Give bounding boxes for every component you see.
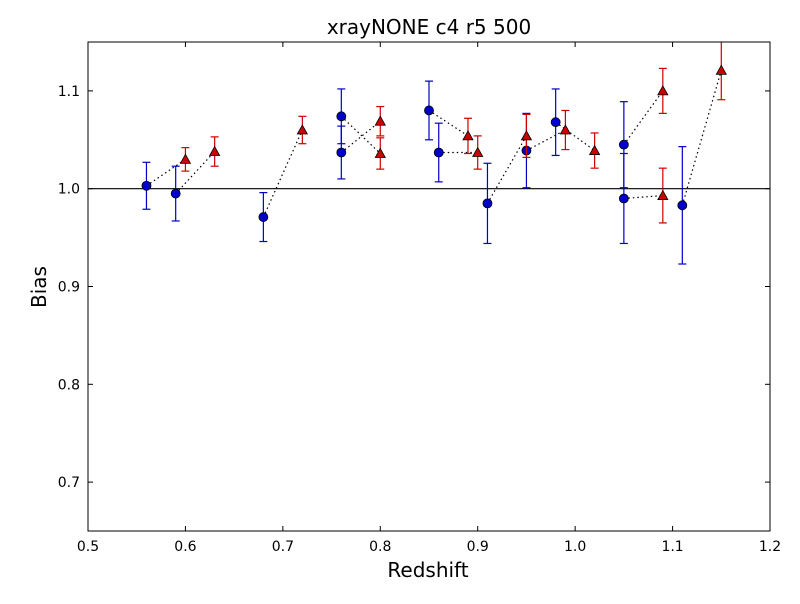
connector-line: [623, 194, 663, 200]
chart-title: xrayNONE c4 r5 500: [327, 15, 531, 39]
plot-area: 0.5 0.6 0.7 0.8 0.9 1.0 1.1 1.2 0.7 0.8 0.9 1.0 1.1: [58, 41, 781, 555]
data-point-circle: [170, 188, 181, 199]
data-point-triangle: [296, 124, 309, 135]
x-tick-label: 0.9: [467, 539, 489, 555]
data-point-circle: [433, 147, 444, 158]
x-tick-label: 1.2: [759, 539, 781, 555]
data-point-triangle: [657, 85, 669, 96]
connector-line: [175, 151, 216, 194]
data-point-circle: [424, 105, 434, 116]
data-point-circle: [677, 200, 688, 211]
x-tick-label: 0.7: [272, 539, 294, 555]
data-point-circle: [482, 198, 493, 209]
data-point-circle: [141, 180, 152, 191]
y-tick-label: 1.0: [58, 182, 80, 198]
connector-line: [623, 90, 664, 146]
x-tick-label: 0.8: [369, 539, 391, 555]
data-point-triangle: [715, 64, 727, 75]
data-point-circle: [550, 117, 561, 128]
data-point-triangle: [520, 130, 533, 141]
y-tick-label: 1.1: [58, 84, 80, 100]
x-tick-label: 0.6: [174, 539, 196, 555]
y-tick-label: 0.7: [58, 475, 80, 491]
connector-line: [340, 120, 381, 153]
data-point-circle: [618, 139, 629, 150]
data-point-triangle: [657, 189, 669, 200]
x-tick-label: 1.0: [564, 539, 586, 555]
data-point-triangle: [374, 115, 386, 126]
data-point-triangle: [588, 144, 601, 155]
data-point-triangle: [208, 145, 221, 156]
data-point-circle: [258, 212, 269, 222]
data-point-triangle: [374, 147, 386, 158]
connector-line: [428, 109, 469, 137]
y-axis-label: Bias: [27, 266, 51, 308]
x-tick-label: 1.1: [661, 539, 683, 555]
data-point-circle: [336, 111, 347, 122]
data-point-triangle: [179, 153, 192, 164]
y-tick-label: 0.9: [58, 280, 80, 296]
connector-line: [146, 158, 186, 187]
y-tick-label: 0.8: [58, 377, 80, 393]
connector-line: [681, 70, 722, 206]
data-point-triangle: [472, 146, 484, 157]
data-point-triangle: [559, 124, 572, 135]
x-axis-label: Redshift: [387, 558, 468, 582]
data-point-circle: [336, 147, 347, 158]
connector-line: [526, 129, 566, 152]
data-point-triangle: [462, 130, 474, 141]
x-tick-label: 0.5: [77, 539, 99, 555]
data-point-circle: [618, 193, 629, 204]
